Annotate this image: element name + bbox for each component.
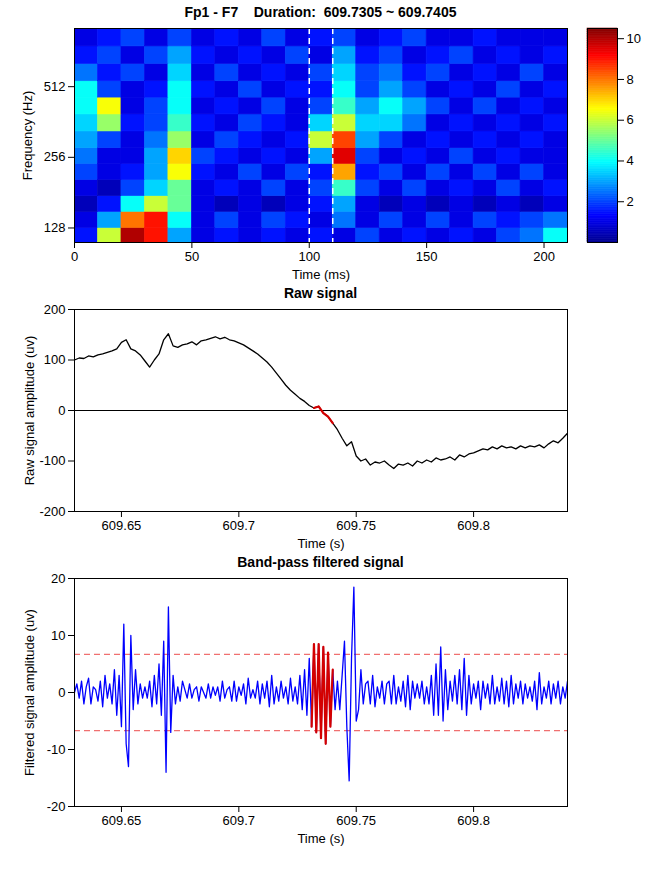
svg-text:609.8: 609.8 bbox=[457, 518, 490, 533]
html-text:Band-pass filtered signal: Band-pass filtered signal bbox=[237, 554, 404, 570]
svg-text:100: 100 bbox=[298, 249, 320, 264]
svg-text:609.7: 609.7 bbox=[223, 518, 256, 533]
svg-text:10: 10 bbox=[51, 628, 65, 643]
svg-text:8: 8 bbox=[627, 72, 634, 87]
svg-text:-200: -200 bbox=[39, 504, 65, 519]
svg-text:10: 10 bbox=[627, 31, 641, 46]
svg-text:0: 0 bbox=[58, 685, 65, 700]
svg-text:100: 100 bbox=[44, 352, 66, 367]
svg-text:128: 128 bbox=[44, 220, 66, 235]
svg-text:Time (s): Time (s) bbox=[297, 536, 344, 551]
svg-text:609.7: 609.7 bbox=[223, 813, 256, 828]
svg-text:6: 6 bbox=[627, 112, 634, 127]
svg-text:-10: -10 bbox=[47, 742, 66, 757]
html-text:Raw signal: Raw signal bbox=[283, 285, 358, 301]
svg-text:512: 512 bbox=[44, 79, 66, 94]
svg-text:Time (s): Time (s) bbox=[297, 831, 344, 846]
svg-text:200: 200 bbox=[44, 302, 66, 317]
svg-text:4: 4 bbox=[627, 153, 634, 168]
svg-text:200: 200 bbox=[533, 249, 555, 264]
svg-text:609.75: 609.75 bbox=[336, 518, 376, 533]
svg-text:-100: -100 bbox=[39, 453, 65, 468]
svg-text:609.75: 609.75 bbox=[336, 813, 376, 828]
svg-text:Frequency (Hz): Frequency (Hz) bbox=[20, 91, 35, 181]
svg-text:609.65: 609.65 bbox=[102, 518, 142, 533]
svg-text:20: 20 bbox=[51, 571, 65, 586]
svg-text:609.8: 609.8 bbox=[457, 813, 490, 828]
svg-text:Time (ms): Time (ms) bbox=[292, 267, 350, 282]
svg-text:0: 0 bbox=[58, 403, 65, 418]
svg-text:0: 0 bbox=[71, 249, 78, 264]
svg-text:256: 256 bbox=[44, 149, 66, 164]
svg-text:2: 2 bbox=[627, 194, 634, 209]
html-text:Fp1 - F7 Duration: 609.7305 ~: Fp1 - F7 Duration: 609.7305 ~ 609.7405 bbox=[184, 4, 457, 20]
svg-text:Filtered signal amplitude (uv): Filtered signal amplitude (uv) bbox=[22, 609, 37, 776]
svg-text:-20: -20 bbox=[47, 799, 66, 814]
svg-text:Raw signal amplitude (uv): Raw signal amplitude (uv) bbox=[22, 336, 37, 486]
svg-text:609.65: 609.65 bbox=[102, 813, 142, 828]
svg-text:150: 150 bbox=[416, 249, 438, 264]
svg-text:50: 50 bbox=[185, 249, 199, 264]
